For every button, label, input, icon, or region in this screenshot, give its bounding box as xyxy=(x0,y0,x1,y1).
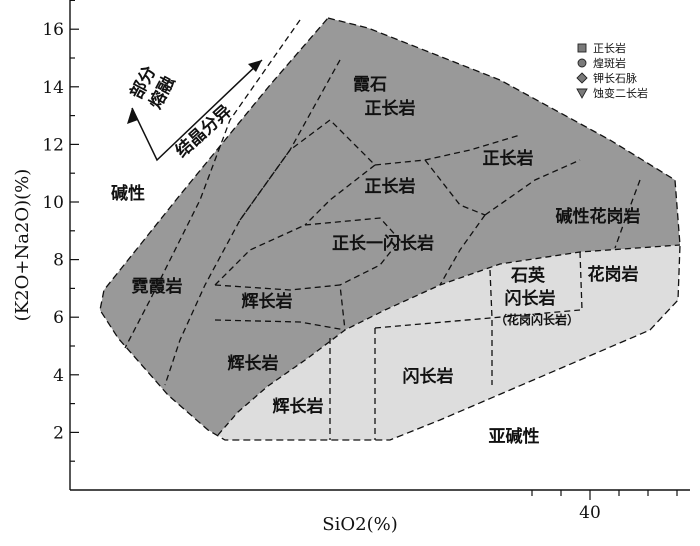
y-ticks: 2 4 6 8 10 12 14 16 xyxy=(42,0,79,462)
legend-label-series-3: 蚀变二长岩 xyxy=(593,86,648,100)
arrow-head-fractionation xyxy=(248,60,262,72)
subalkaline-field xyxy=(218,245,680,440)
region-nepheline-syenite-line2: 正长岩 xyxy=(365,98,416,119)
region-gabbro-lower: 辉长岩 xyxy=(273,396,324,417)
field-outline xyxy=(99,17,681,441)
y-axis-title: (K2O+Na2O)(%) xyxy=(12,169,33,322)
alkaline-field xyxy=(100,18,680,435)
y-tick-label: 14 xyxy=(42,78,64,98)
region-gabbro-mid: 辉长岩 xyxy=(228,353,279,374)
region-quartz-diorite-line2: 闪长岩 xyxy=(505,288,556,309)
arrow-head-melting xyxy=(127,108,138,124)
region-quartz-diorite-line3: （花岗闪长岩） xyxy=(495,312,579,327)
alkaline-label: 碱性 xyxy=(111,183,145,204)
x-tick-label: 40 xyxy=(579,503,601,523)
region-syenite-mid: 正长岩 xyxy=(365,176,416,197)
y-tick-label: 16 xyxy=(42,20,64,40)
legend-label-series-2: 钾长石脉 xyxy=(593,71,637,85)
subalkaline-label: 亚碱性 xyxy=(489,426,540,447)
region-alkali-granite: 碱性花岗岩 xyxy=(556,206,641,227)
region-syenite-diorite: 正长一闪长岩 xyxy=(332,233,434,254)
field-boundaries xyxy=(124,19,681,440)
x-axis-title: SiO2(%) xyxy=(322,514,397,535)
y-tick-label: 4 xyxy=(53,366,64,386)
region-gabbro-upper: 辉长岩 xyxy=(242,291,293,312)
y-tick-label: 10 xyxy=(42,193,64,213)
region-quartz-diorite-line1: 石英 xyxy=(510,265,546,286)
y-tick-label: 6 xyxy=(53,308,64,328)
x-ticks: 40506070 xyxy=(531,490,678,523)
region-diorite: 闪长岩 xyxy=(403,366,454,387)
legend-marker-series-1 xyxy=(577,58,587,68)
legend-marker-series-0 xyxy=(577,43,587,53)
legend-label-series-0: 正长岩 xyxy=(593,41,626,55)
y-tick-label: 8 xyxy=(53,251,64,271)
y-tick-label: 2 xyxy=(53,423,64,443)
region-syenite-upper: 正长岩 xyxy=(483,148,534,169)
region-labels: 霞石 正长岩 正长岩 正长岩 碱性花岗岩 正长一闪长岩 霓霞岩 辉长岩 辉长岩 … xyxy=(132,75,641,417)
legend-label-series-1: 煌斑岩 xyxy=(593,56,626,70)
region-granite: 花岗岩 xyxy=(588,264,639,285)
legend-marker-series-2 xyxy=(576,72,588,84)
region-ijolite: 霓霞岩 xyxy=(132,276,183,297)
legend-marker-series-3 xyxy=(576,88,588,99)
region-nepheline-syenite-line1: 霞石 xyxy=(353,75,387,95)
y-tick-label: 12 xyxy=(42,135,64,155)
